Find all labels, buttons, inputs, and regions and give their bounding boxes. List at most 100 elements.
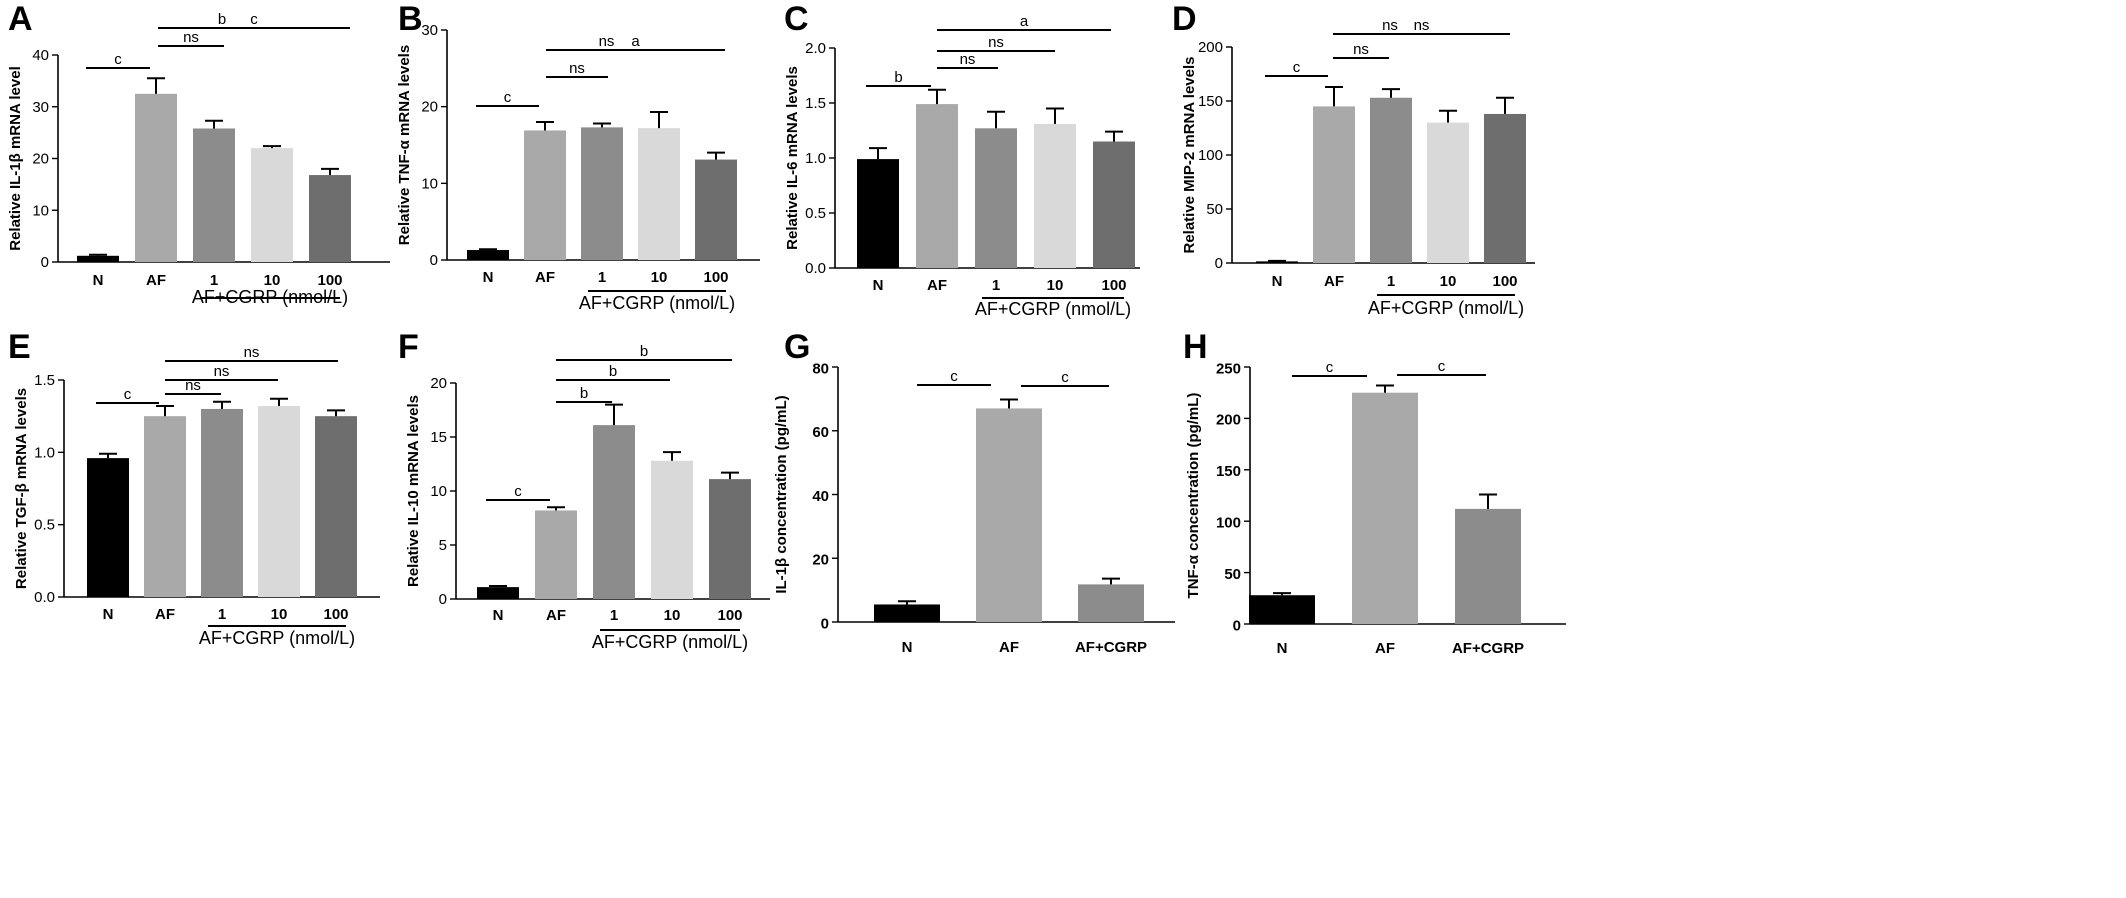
y-tick-label: 150 xyxy=(1198,93,1223,110)
significance-label: ns xyxy=(244,344,260,361)
y-tick-label: 100 xyxy=(1198,147,1223,164)
y-tick-label: 20 xyxy=(812,552,829,569)
significance-label: c xyxy=(124,386,132,403)
category-label: AF+CGRP xyxy=(1452,640,1524,657)
bar-af-cgrp xyxy=(1078,584,1144,622)
panel-letter: A xyxy=(8,0,33,38)
category-label: 10 xyxy=(1440,273,1457,290)
panel-h: H050100150200250TNF-α concentration (pg/… xyxy=(1183,328,1566,657)
y-tick-label: 50 xyxy=(1206,201,1223,218)
bar-n xyxy=(874,604,940,622)
significance-label: ns xyxy=(960,51,976,68)
category-label: N xyxy=(902,639,913,656)
category-label: 1 xyxy=(610,607,618,624)
significance-label: b xyxy=(894,69,902,86)
panel-letter: H xyxy=(1183,328,1208,366)
bar-10 xyxy=(638,128,680,260)
y-tick-label: 20 xyxy=(32,151,49,168)
y-tick-label: 15 xyxy=(430,429,447,446)
category-label: AF xyxy=(1375,640,1395,657)
significance-label: b xyxy=(640,343,648,360)
bar-af xyxy=(1352,393,1418,624)
bar-10 xyxy=(1427,123,1469,263)
y-axis-label: Relative IL-1β mRNA level xyxy=(7,66,24,251)
y-tick-label: 30 xyxy=(32,99,49,116)
category-label: 100 xyxy=(323,606,348,623)
y-tick-label: 0 xyxy=(821,615,829,632)
category-label: AF xyxy=(535,269,555,286)
group-label: AF+CGRP (nmol/L) xyxy=(579,293,735,313)
y-tick-label: 30 xyxy=(421,22,438,39)
panel-a: A 0 10 20 30 40 Relative IL-1β mRNA level N AF 1 1… xyxy=(7,0,390,307)
y-tick-label: 60 xyxy=(812,424,829,441)
category-label: N xyxy=(93,272,104,289)
panel-letter: E xyxy=(8,328,31,366)
panel-letter: D xyxy=(1172,0,1197,38)
category-label: 100 xyxy=(703,269,728,286)
y-tick-label: 2.0 xyxy=(805,40,826,57)
significance-label: b xyxy=(580,385,588,402)
significance-label: ns xyxy=(569,60,585,77)
category-label: N xyxy=(1272,273,1283,290)
bar-n xyxy=(467,250,509,260)
y-tick-label: 100 xyxy=(1216,514,1241,531)
y-axis-label: Relative IL-6 mRNA levels xyxy=(784,66,801,250)
bar-af xyxy=(535,510,577,599)
category-label: AF xyxy=(155,606,175,623)
significance-label: c xyxy=(1293,59,1301,76)
category-label: 1 xyxy=(598,269,606,286)
bar-n xyxy=(77,256,119,262)
y-tick-label: 1.0 xyxy=(805,150,826,167)
bar-n xyxy=(857,159,899,268)
bar-n xyxy=(1249,595,1315,624)
bar-100 xyxy=(315,416,357,597)
significance-label: ns xyxy=(1382,17,1398,34)
panel-letter: C xyxy=(784,0,809,38)
bar-af xyxy=(144,416,186,597)
category-label: N xyxy=(103,606,114,623)
panel-g: G 0 20 40 60 80 IL-1β concentration (pg/mL) N AF… xyxy=(773,328,1175,656)
y-axis-label: Relative TNF-α mRNA levels xyxy=(396,45,413,245)
bar-100 xyxy=(709,479,751,599)
panel-c: C0.00.51.01.52.0Relative IL-6 mRNA level… xyxy=(784,0,1140,319)
bar-10 xyxy=(251,148,293,262)
y-tick-label: 10 xyxy=(421,175,438,192)
category-label: N xyxy=(483,269,494,286)
bar-100 xyxy=(695,160,737,260)
bar-af xyxy=(916,104,958,268)
bar-1 xyxy=(193,128,235,262)
y-tick-label: 200 xyxy=(1198,39,1223,56)
bar-af-cgrp xyxy=(1455,509,1521,624)
y-tick-label: 200 xyxy=(1216,412,1241,429)
y-tick-label: 10 xyxy=(430,483,447,500)
y-tick-label: 80 xyxy=(812,360,829,377)
category-label: 10 xyxy=(1047,277,1064,294)
category-label: N xyxy=(1277,640,1288,657)
bar-1 xyxy=(593,425,635,599)
significance-label: b xyxy=(609,363,617,380)
bar-100 xyxy=(309,175,351,262)
significance-label: c xyxy=(504,89,512,106)
panel-e: E0.00.51.01.5Relative TGF-β mRNA levelsN… xyxy=(8,328,380,648)
y-axis-label: Relative MIP-2 mRNA levels xyxy=(1181,56,1198,253)
significance-label: ns xyxy=(988,34,1004,51)
significance-label: b xyxy=(218,11,226,28)
category-label: AF xyxy=(1324,273,1344,290)
y-tick-label: 0.0 xyxy=(34,589,55,606)
category-label: AF xyxy=(146,272,166,289)
significance-label: c xyxy=(114,51,122,68)
y-axis-label: TNF-α concentration (pg/mL) xyxy=(1185,393,1202,599)
y-tick-label: 50 xyxy=(1224,566,1241,583)
y-axis-label: Relative IL-10 mRNA levels xyxy=(405,395,422,587)
y-tick-label: 20 xyxy=(421,99,438,116)
y-tick-label: 0 xyxy=(439,591,447,608)
significance-label: ns xyxy=(1353,41,1369,58)
panel-f: F 0 5 10 15 20 Relative IL-10 mRNA levels N AF 1 1… xyxy=(398,328,770,652)
y-axis-label: Relative TGF-β mRNA levels xyxy=(13,388,30,589)
y-tick-label: 0 xyxy=(1233,617,1241,634)
bar-1 xyxy=(201,409,243,597)
group-label: AF+CGRP (nmol/L) xyxy=(192,287,348,307)
group-label: AF+CGRP (nmol/L) xyxy=(1368,298,1524,318)
y-tick-label: 0 xyxy=(430,252,438,269)
significance-label: ns xyxy=(183,29,199,46)
